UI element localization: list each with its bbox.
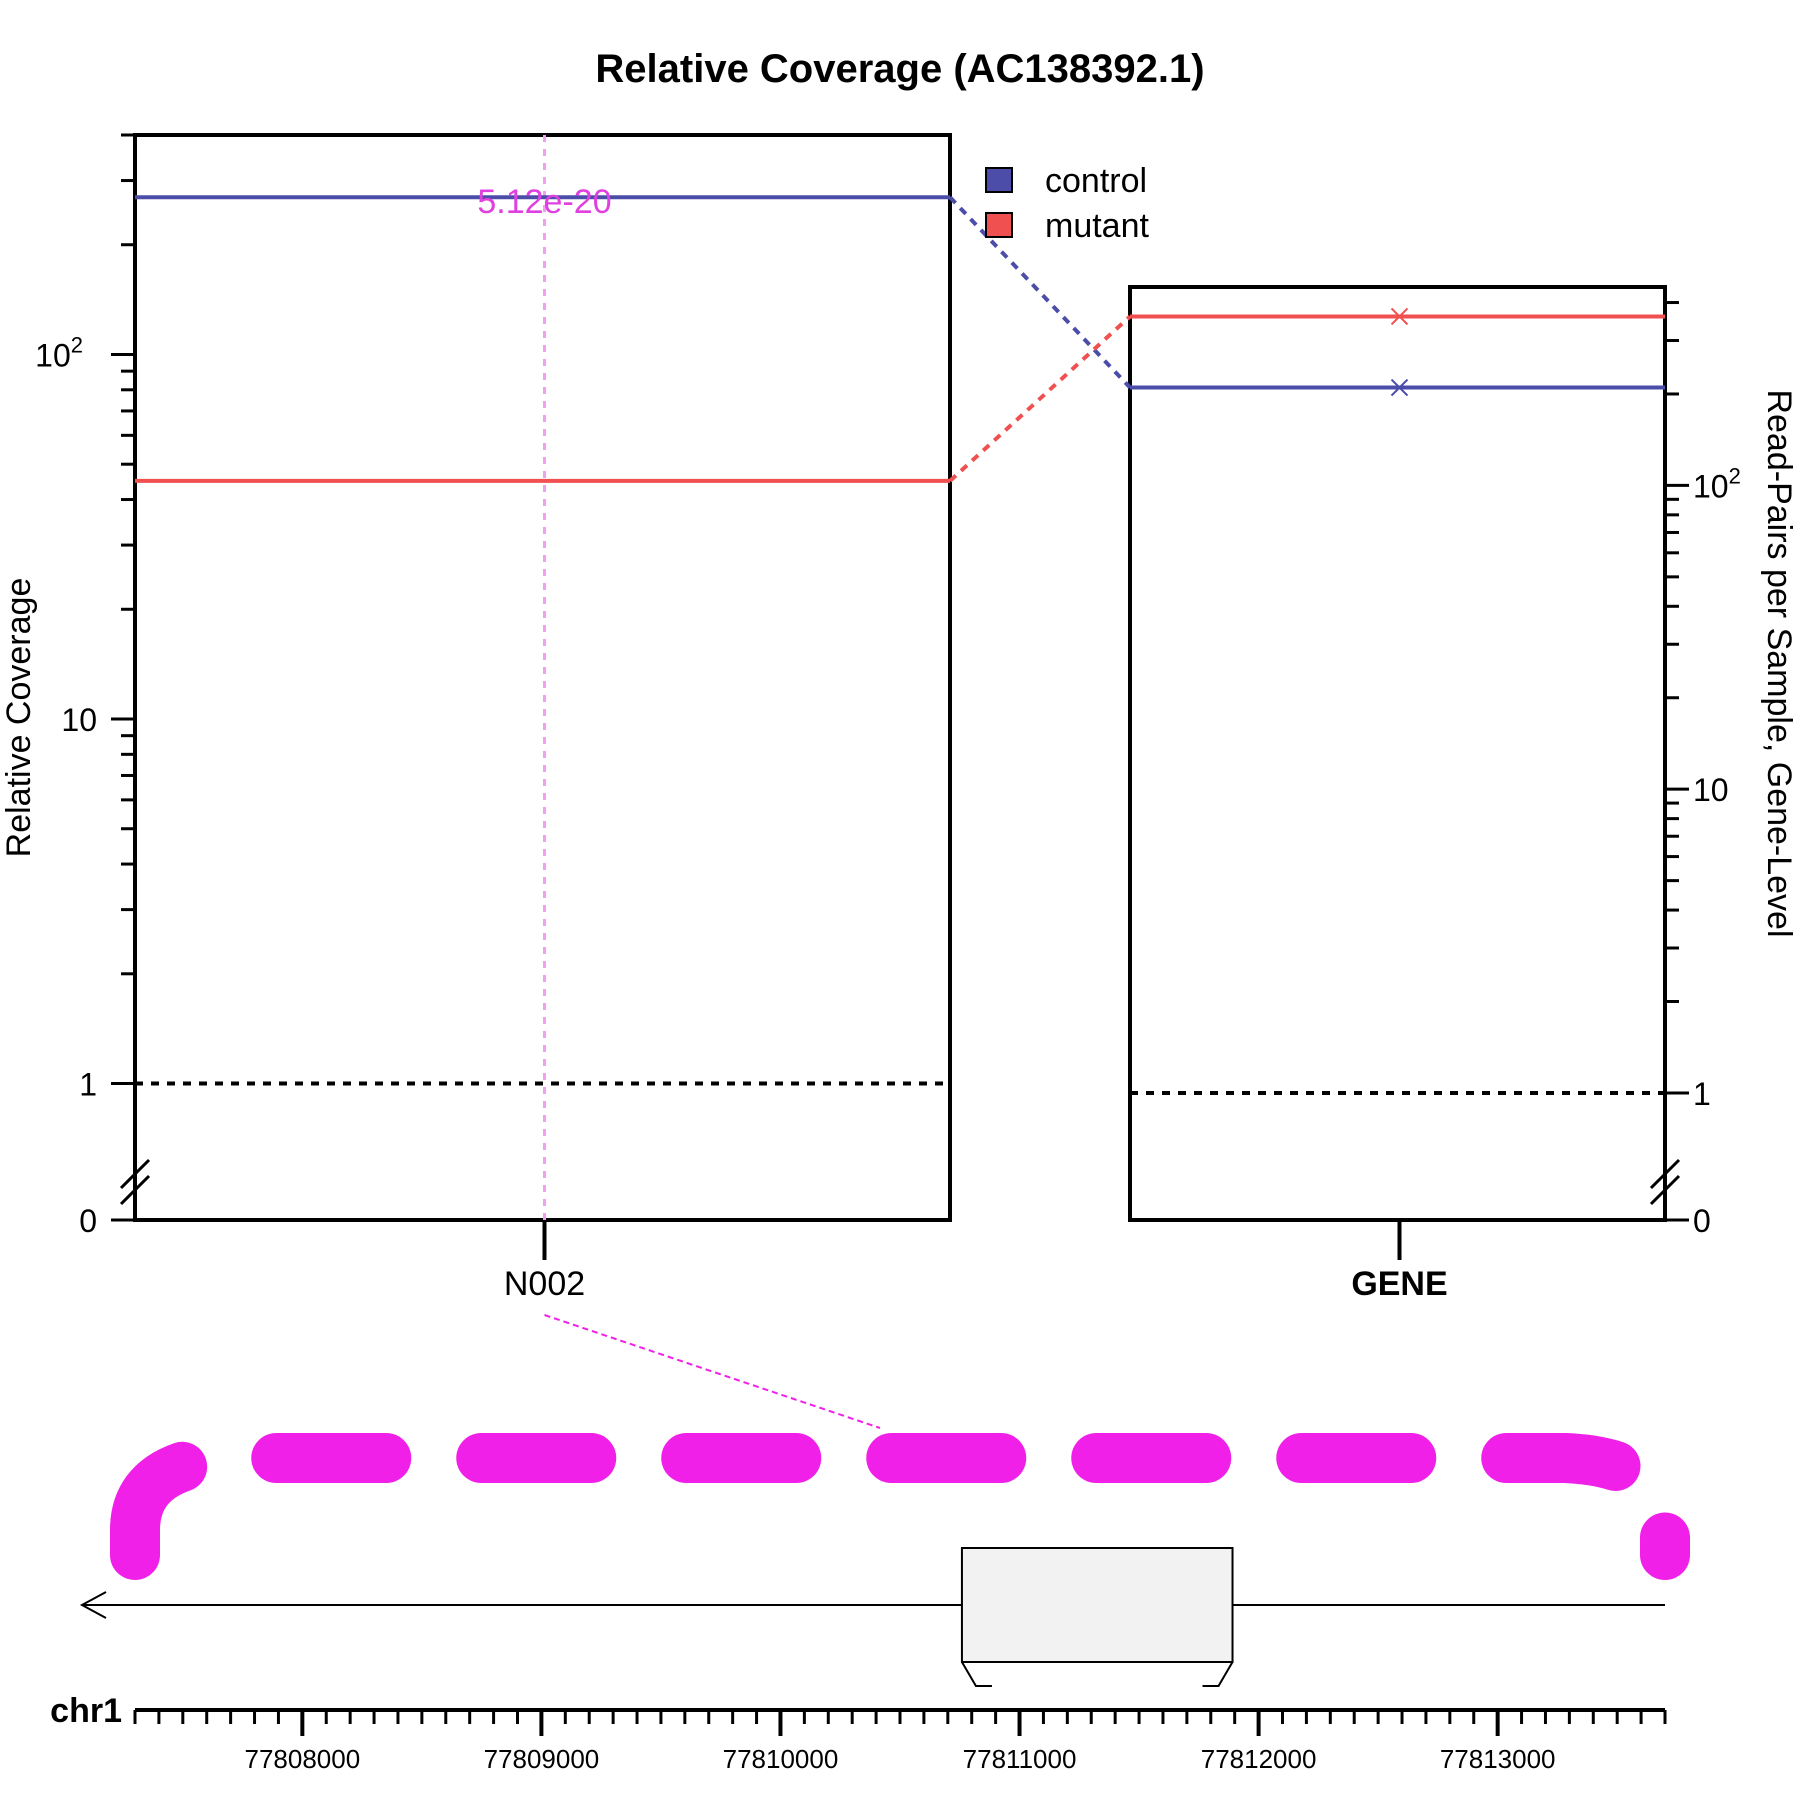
left-y-zero-label: 0 <box>79 1203 97 1239</box>
exon-bracket <box>961 1661 992 1687</box>
right-y-tick-label: 1 <box>1693 1076 1711 1112</box>
exon-bracket <box>1202 1661 1234 1687</box>
genome-tick-label: 77808000 <box>245 1744 361 1774</box>
highlight-region <box>110 1433 1690 1580</box>
right-y-zero-label: 0 <box>1693 1203 1711 1239</box>
left-y-tick-label: 10 <box>61 702 97 738</box>
right-y-tick-label: 10 <box>1693 772 1729 808</box>
genome-tick-label: 77811000 <box>963 1744 1077 1774</box>
left-axis-break <box>119 1158 151 1190</box>
left-y-axis-label: Relative Coverage <box>0 578 38 858</box>
genome-tick-label: 77813000 <box>1440 1744 1556 1774</box>
legend-swatch-mutant <box>985 212 1013 238</box>
feature-link-line <box>544 1314 881 1429</box>
right-point-mutant <box>1390 307 1409 326</box>
left-panel-frame <box>133 133 952 1222</box>
right-axis-break <box>1649 1158 1681 1190</box>
right-axis-break <box>1649 1174 1681 1206</box>
right-point-control <box>1390 378 1409 397</box>
right-y-axis-label: Read-Pairs per Sample, Gene-Level <box>1760 389 1798 937</box>
left-axis-break <box>119 1174 151 1206</box>
exon-box <box>960 1547 1234 1663</box>
right-y-tick-label: 102 <box>1693 463 1741 504</box>
left-x-tick-label: N002 <box>504 1265 585 1303</box>
chromosome-label: chr1 <box>50 1692 122 1730</box>
genome-tick-label: 77809000 <box>484 1744 600 1774</box>
strand-arrow-icon <box>79 1591 107 1619</box>
chart-title: Relative Coverage (AC138392.1) <box>595 47 1204 91</box>
left-y-tick-label: 1 <box>79 1067 97 1103</box>
legend-label-control: control <box>1045 162 1147 200</box>
pvalue-label: 5.12e-20 <box>477 183 611 221</box>
right-x-tick-label: GENE <box>1351 1265 1447 1303</box>
connector-mutant <box>948 314 1132 483</box>
left-y-tick-label: 102 <box>35 332 83 373</box>
genome-tick-label: 77812000 <box>1201 1744 1317 1774</box>
legend-label-mutant: mutant <box>1045 207 1149 245</box>
legend-swatch-control <box>985 167 1013 193</box>
genome-tick-label: 77810000 <box>723 1744 839 1774</box>
right-panel-frame <box>1128 285 1667 1222</box>
